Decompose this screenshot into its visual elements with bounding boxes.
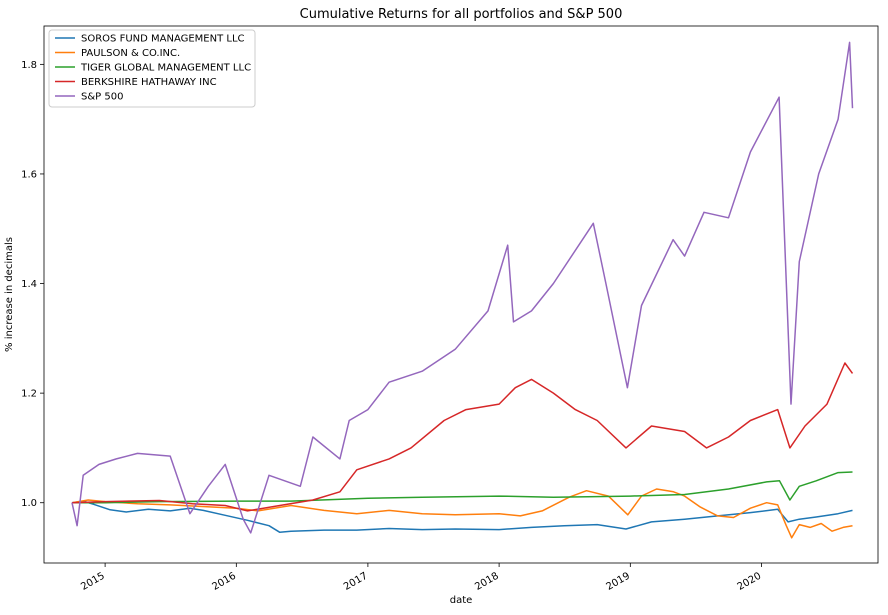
- chart-title: Cumulative Returns for all portfolios an…: [300, 7, 623, 22]
- legend-entry-label: PAULSON & CO.INC.: [81, 48, 180, 59]
- x-axis-label: date: [450, 595, 473, 606]
- y-axis-label: % increase in decimals: [4, 237, 15, 352]
- y-tick-label: 1.4: [21, 279, 37, 290]
- x-tick-label: 2020: [736, 571, 764, 593]
- legend-entry-label: BERKSHIRE HATHAWAY INC: [81, 77, 217, 88]
- y-tick-label: 1.6: [21, 169, 37, 180]
- legend-entry-label: S&P 500: [81, 92, 123, 103]
- series-line-0: [71, 500, 853, 534]
- x-tick-label: 2015: [79, 571, 107, 593]
- plot-frame: [43, 25, 879, 564]
- x-tick-label: 2017: [342, 571, 370, 593]
- legend-box: [48, 29, 256, 108]
- series-line-3: [71, 362, 854, 512]
- series-line-4: [71, 41, 854, 534]
- y-tick-label: 1.2: [21, 389, 37, 400]
- legend: SOROS FUND MANAGEMENT LLC PAULSON & CO.IN…: [48, 29, 256, 108]
- y-tick-label: 1.8: [21, 60, 37, 71]
- legend-entry-label: TIGER GLOBAL MANAGEMENT LLC: [80, 63, 251, 74]
- series-line-2: [72, 471, 853, 504]
- x-tick-label: 2018: [473, 571, 501, 593]
- x-tick-label: 2019: [604, 571, 632, 593]
- series-lines: [71, 41, 854, 539]
- legend-entry-label: SOROS FUND MANAGEMENT LLC: [81, 34, 245, 45]
- y-tick-label: 1.0: [21, 498, 37, 509]
- x-axis-ticks: 2015 2016 2017 2018 2019 2020: [79, 563, 763, 593]
- x-tick-label: 2016: [210, 571, 238, 593]
- y-axis-ticks: 1.0 1.2 1.4 1.6 1.8: [21, 60, 44, 509]
